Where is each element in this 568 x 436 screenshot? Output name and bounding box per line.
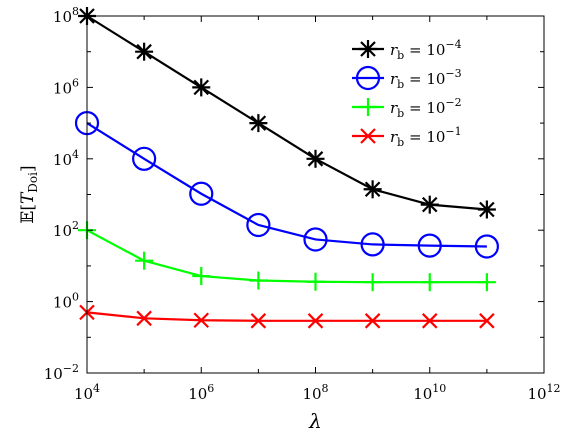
- x-axis-label: λ: [308, 409, 322, 433]
- series-1-point: [135, 43, 153, 61]
- series-1-point: [364, 180, 382, 198]
- series-1-point: [478, 201, 496, 219]
- legend-marker: [359, 40, 377, 58]
- series-1-point: [307, 150, 325, 168]
- series-1-point: [421, 196, 439, 214]
- series-1-point: [192, 78, 210, 96]
- series-1-point: [249, 114, 267, 132]
